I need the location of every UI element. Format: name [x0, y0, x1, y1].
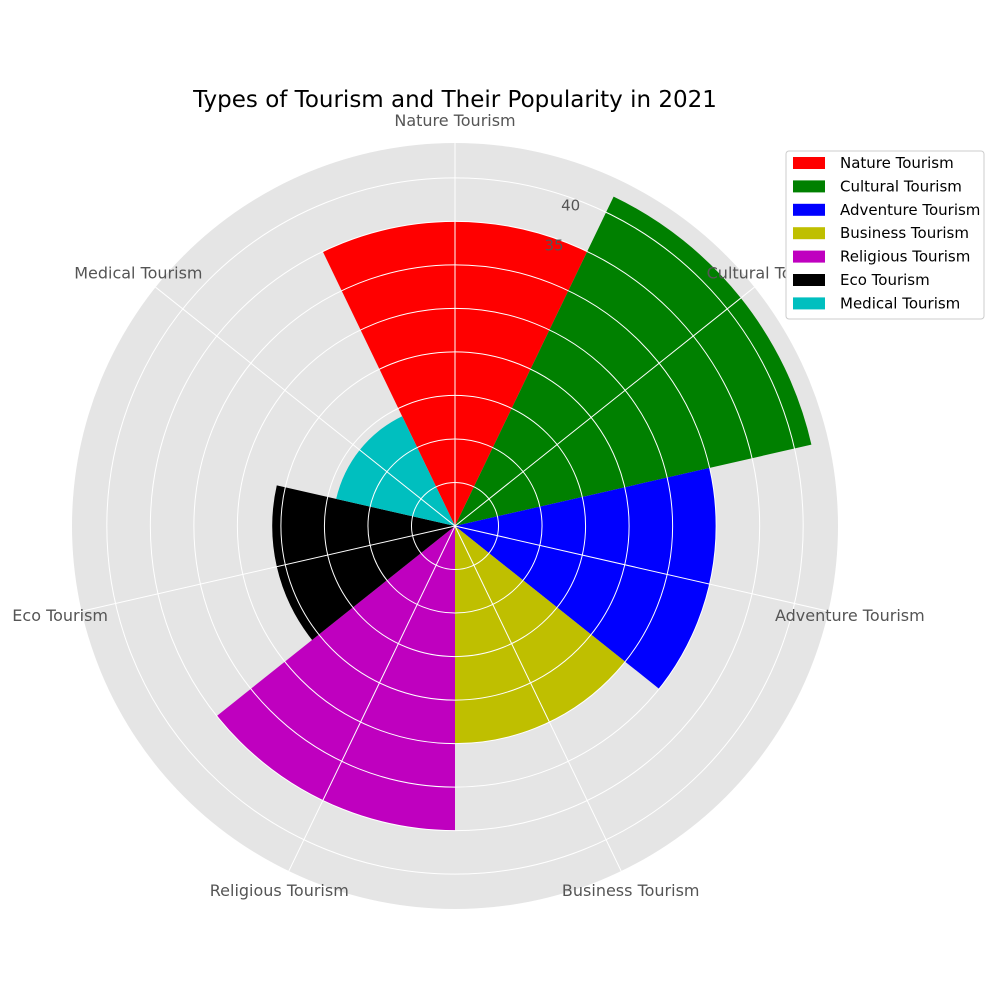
grid-spoke: [81, 525, 456, 612]
category-label: Adventure Tourism: [775, 606, 925, 625]
category-label: Religious Tourism: [210, 881, 349, 900]
grid-spoke: [454, 286, 755, 527]
legend-label: Religious Tourism: [840, 248, 970, 266]
legend-label: Eco Tourism: [840, 271, 930, 289]
grid-spoke: [155, 286, 456, 527]
category-label: Nature Tourism: [394, 111, 515, 130]
bar-3: [455, 526, 626, 744]
category-label: Business Tourism: [562, 881, 700, 900]
legend-items: Nature Tourism Cultural Tourism Adventure …: [793, 154, 980, 312]
bar-6: [336, 416, 455, 526]
legend-swatch: [793, 227, 825, 240]
legend-frame: [785, 150, 985, 320]
legend-swatch: [793, 157, 825, 169]
bar-5: [272, 485, 455, 640]
grid-spoke: [454, 525, 829, 612]
legend-swatch: [793, 297, 825, 310]
grid-layer: [81, 143, 829, 875]
legend-label: Cultural Tourism: [840, 177, 962, 195]
grid-spoke: [288, 525, 456, 872]
chart-title: Types of Tourism and Their Popularity in…: [192, 87, 717, 113]
category-label: Medical Tourism: [74, 263, 202, 282]
bar-4: [216, 526, 455, 831]
radial-tick-label: 40: [561, 196, 580, 214]
legend-swatch: [793, 274, 825, 286]
legend-swatch: [793, 180, 825, 193]
radial-tick-label: 35: [544, 237, 563, 255]
grid-spoke: [454, 525, 622, 872]
category-label: Eco Tourism: [12, 606, 108, 625]
legend-label: Nature Tourism: [840, 154, 954, 172]
legend-swatch: [793, 250, 825, 263]
bar-1: [455, 196, 812, 527]
legend: Nature Tourism Cultural Tourism Adventure …: [785, 150, 985, 320]
legend-swatch: [793, 203, 825, 216]
bar-2: [455, 467, 717, 689]
legend-label: Business Tourism: [840, 224, 969, 242]
legend-label: Adventure Tourism: [840, 201, 980, 219]
bars-layer: [216, 196, 812, 831]
legend-label: Medical Tourism: [840, 294, 960, 312]
